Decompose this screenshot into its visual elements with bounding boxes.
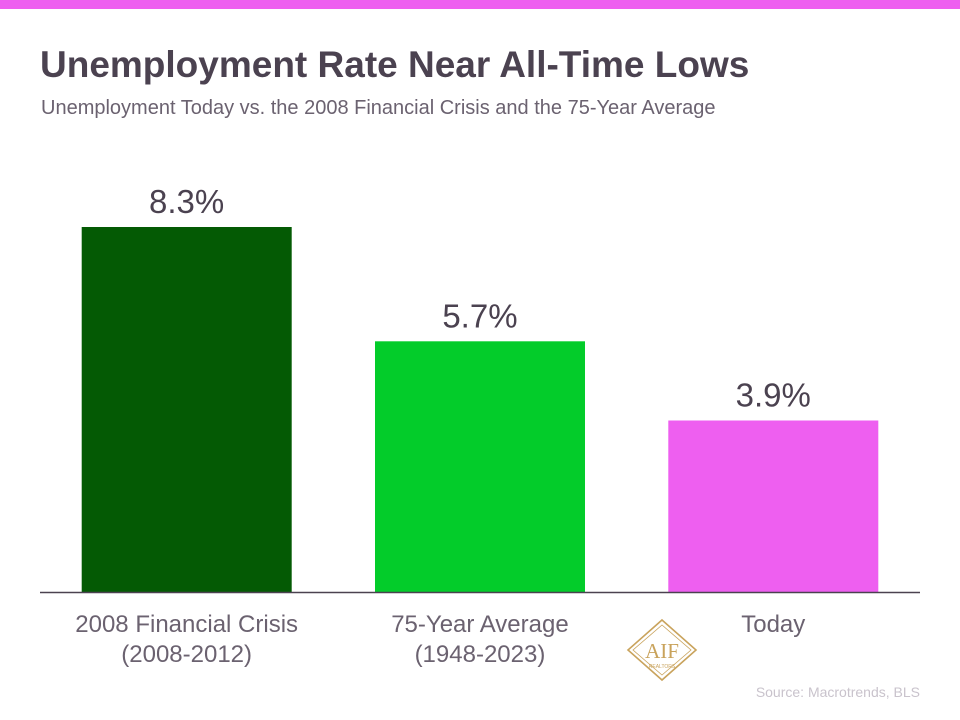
- category-label-1: 2008 Financial Crisis: [75, 611, 298, 638]
- category-label-1-sub: (2008-2012): [121, 641, 252, 668]
- aif-realtors-logo: AIF REALTORS: [626, 618, 698, 682]
- value-label-2: 5.7%: [442, 297, 517, 334]
- value-label-3: 3.9%: [736, 377, 811, 414]
- logo-letters: AIF: [645, 639, 679, 663]
- chart-title: Unemployment Rate Near All-Time Lows: [40, 44, 750, 85]
- bar-1: [81, 227, 292, 592]
- chart-subtitle: Unemployment Today vs. the 2008 Financia…: [41, 97, 716, 119]
- top-accent-bar: [0, 0, 960, 9]
- logo-tagline: REALTORS: [649, 664, 676, 670]
- category-label-3: Today: [741, 611, 805, 638]
- category-label-2: 75-Year Average: [391, 611, 568, 638]
- category-label-2-sub: (1948-2023): [415, 641, 546, 668]
- bar-2: [375, 341, 585, 592]
- value-label-1: 8.3%: [149, 183, 224, 220]
- source-note: Source: Macrotrends, BLS: [755, 684, 920, 700]
- bar-3: [668, 420, 879, 592]
